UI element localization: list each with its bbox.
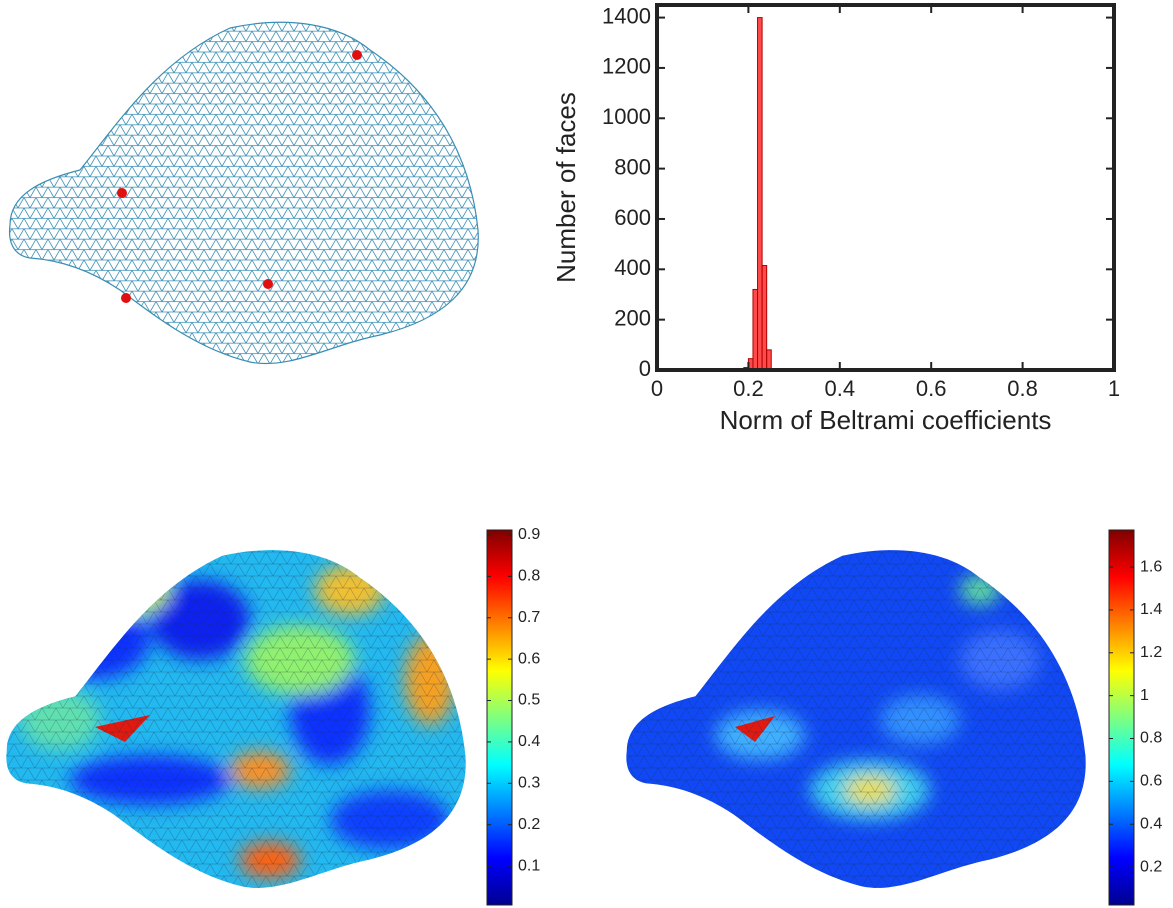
y-tick-label: 400	[614, 255, 651, 280]
colorbar-tick-label: 0.6	[518, 650, 540, 667]
colorbar-tick-label: 1.4	[1140, 601, 1162, 618]
colorbar-tick-label: 1.6	[1140, 558, 1162, 575]
x-tick-label: 0.6	[916, 376, 947, 401]
colorbar-tick-label: 1.2	[1140, 644, 1162, 661]
colorbar-tick-label: 0.4	[518, 733, 540, 750]
colorbar-tick-label: 0.8	[1140, 730, 1162, 747]
x-tick-label: 0.2	[733, 376, 764, 401]
x-axis-label: Norm of Beltrami coefficients	[720, 405, 1052, 435]
colorbar-tick-label: 0.2	[518, 816, 540, 833]
y-tick-label: 600	[614, 205, 651, 230]
colored-mesh-left	[0, 530, 480, 900]
y-tick-label: 0	[639, 356, 651, 381]
histogram-bar	[762, 266, 767, 370]
colorbar-tick-label: 0.1	[518, 857, 540, 874]
y-axis-label: Number of faces	[551, 92, 581, 283]
colorbar-tick-label: 0.4	[1140, 815, 1162, 832]
x-tick-label: 0.8	[1007, 376, 1038, 401]
colored-mesh-right	[620, 530, 1100, 900]
colorbar-tick-label: 0.8	[518, 568, 540, 585]
colorbar-tick-label: 0.5	[518, 692, 540, 709]
colorbar	[1109, 530, 1134, 905]
x-tick-label: 0.4	[825, 376, 856, 401]
x-tick-label: 1	[1108, 376, 1120, 401]
page: {"chart_data": [ {"type": "histogram", "…	[0, 0, 1173, 908]
figure: 0 0.2 0.4 0.6 0.8 1 0 200 400 600 800 1000 1200 1400 N…	[0, 0, 1173, 908]
colorbar-tick-label: 1	[1140, 687, 1149, 704]
colorbar	[487, 530, 512, 905]
y-tick-label: 800	[614, 154, 651, 179]
histogram-bar	[767, 350, 772, 370]
histogram-bar	[753, 289, 758, 370]
colorbar-tick-label: 0.7	[518, 609, 540, 626]
colorbar-tick-label: 0.6	[1140, 773, 1162, 790]
y-tick-label: 200	[614, 305, 651, 330]
x-tick-label: 0	[651, 376, 663, 401]
histogram-bar	[758, 18, 763, 370]
colorbar-tick-label: 0.3	[518, 775, 540, 792]
y-tick-label: 1400	[602, 3, 651, 28]
axes-box	[657, 5, 1114, 370]
colorbar-tick-label: 0.2	[1140, 858, 1162, 875]
y-tick-label: 1200	[602, 54, 651, 79]
y-tick-label: 1000	[602, 104, 651, 129]
colorbar-tick-label: 0.9	[518, 526, 540, 543]
wire-mesh	[10, 22, 479, 363]
